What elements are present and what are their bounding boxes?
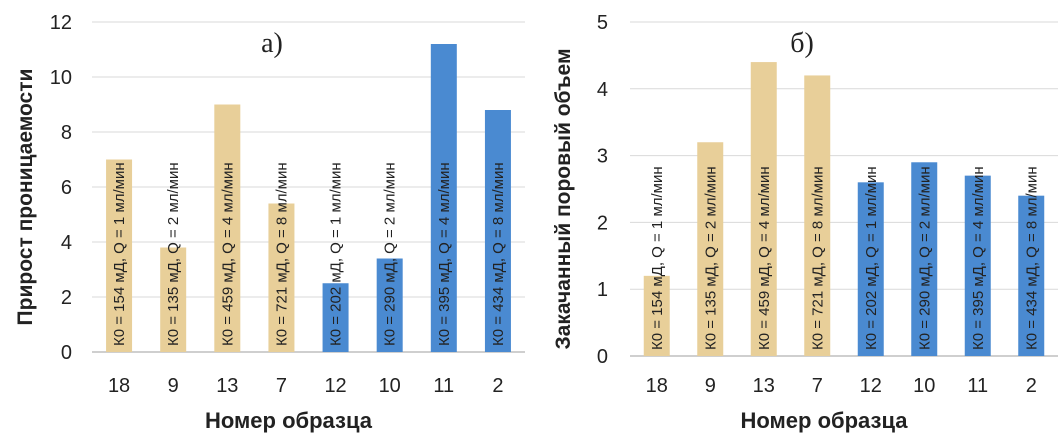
bar-label: К0 = 202 мД, Q = 1 мл/мин — [863, 166, 880, 350]
x-tick-label: 11 — [433, 375, 454, 397]
bar-label: К0 = 290 мД, Q = 2 мл/мин — [916, 166, 933, 350]
bar-12 — [857, 182, 884, 356]
x-axis-title: Номер образца — [205, 408, 373, 433]
y-axis-title: Закачанный поровый объем — [552, 49, 575, 350]
bar-label: К0 = 154 мД, Q = 1 мл/мин — [111, 162, 128, 346]
bar-18 — [643, 275, 670, 356]
y-tick-label: 5 — [597, 12, 608, 34]
x-tick-label: 13 — [216, 375, 238, 397]
x-tick-label: 13 — [753, 375, 775, 397]
bar-label: К0 = 202 мД, Q = 1 мл/мин — [328, 162, 345, 346]
y-tick-label: 0 — [61, 342, 72, 364]
y-tick-label: 2 — [61, 287, 72, 309]
y-axis-title: Прирост проницаемости — [14, 69, 37, 326]
chart-panel-b: 0 1 2 3 4 5 К0 = 154 мД, Q = 1 мл/мин 18 К0 = 13… — [530, 0, 1060, 435]
bar-9 — [160, 247, 187, 352]
bar-7 — [804, 75, 831, 356]
y-tick-label: 1 — [597, 279, 608, 301]
y-tick-label: 4 — [61, 232, 72, 254]
bar-13 — [214, 104, 241, 352]
x-tick-label: 7 — [276, 375, 287, 397]
y-tick-label: 0 — [597, 346, 608, 368]
bar-label: К0 = 135 мД, Q = 2 мл/мин — [702, 166, 719, 350]
y-tick-label: 2 — [597, 212, 608, 234]
bar-11 — [964, 175, 991, 356]
chart-a-svg: 0 2 4 6 8 10 12 К0 = 154 мД, Q = 1 мл/мин 18 К0 =… — [14, 12, 525, 433]
y-tick-label: 6 — [61, 177, 72, 199]
bar-10 — [911, 162, 938, 356]
x-tick-label: 10 — [379, 375, 401, 397]
y-tick-label: 12 — [50, 12, 72, 34]
x-tick-label: 18 — [646, 375, 668, 397]
x-tick-label: 9 — [168, 375, 179, 397]
x-tick-label: 12 — [324, 375, 346, 397]
x-tick-label: 7 — [812, 375, 823, 397]
x-tick-label: 10 — [913, 375, 935, 397]
bar-label: К0 = 434 мД, Q = 8 мл/мин — [490, 162, 507, 346]
bar-label: К0 = 434 мД, Q = 8 мл/мин — [1023, 166, 1040, 350]
bar-9 — [697, 142, 724, 356]
bar-18 — [106, 159, 133, 352]
bar-label: К0 = 459 мД, Q = 4 мл/мин — [756, 166, 773, 350]
bar-label: К0 = 395 мД, Q = 4 мл/мин — [970, 166, 987, 350]
bar-label: К0 = 154 мД, Q = 1 мл/мин — [649, 166, 666, 350]
x-tick-label: 9 — [705, 375, 716, 397]
x-tick-label: 2 — [1026, 375, 1037, 397]
bar-2 — [1018, 195, 1045, 356]
bar-13 — [750, 62, 777, 357]
bar-11 — [430, 44, 457, 352]
bar-label: К0 = 721 мД, Q = 8 мл/мин — [273, 162, 290, 346]
x-axis-title: Номер образца — [740, 408, 908, 433]
x-tick-label: 2 — [492, 375, 503, 397]
panel-label: а) — [261, 28, 283, 59]
bar-12 — [322, 283, 349, 352]
bar-2 — [484, 110, 511, 352]
x-tick-label: 12 — [860, 375, 882, 397]
bar-label: К0 = 135 мД, Q = 2 мл/мин — [165, 162, 182, 346]
bar-label: К0 = 290 мД, Q = 2 мл/мин — [382, 162, 399, 346]
bar-label: К0 = 395 мД, Q = 4 мл/мин — [436, 162, 453, 346]
bar-10 — [376, 258, 403, 352]
chart-panel-a: 0 2 4 6 8 10 12 К0 = 154 мД, Q = 1 мл/мин 18 К0 =… — [0, 0, 530, 435]
x-tick-label: 11 — [967, 375, 988, 397]
y-tick-label: 10 — [50, 67, 72, 89]
x-tick-label: 18 — [108, 375, 130, 397]
panel-label: б) — [790, 28, 814, 59]
y-tick-label: 8 — [61, 122, 72, 144]
bar-label: К0 = 459 мД, Q = 4 мл/мин — [219, 162, 236, 346]
bar-label: К0 = 721 мД, Q = 8 мл/мин — [809, 166, 826, 350]
y-tick-label: 4 — [597, 79, 608, 101]
bar-7 — [268, 203, 295, 352]
y-tick-label: 3 — [597, 146, 608, 168]
